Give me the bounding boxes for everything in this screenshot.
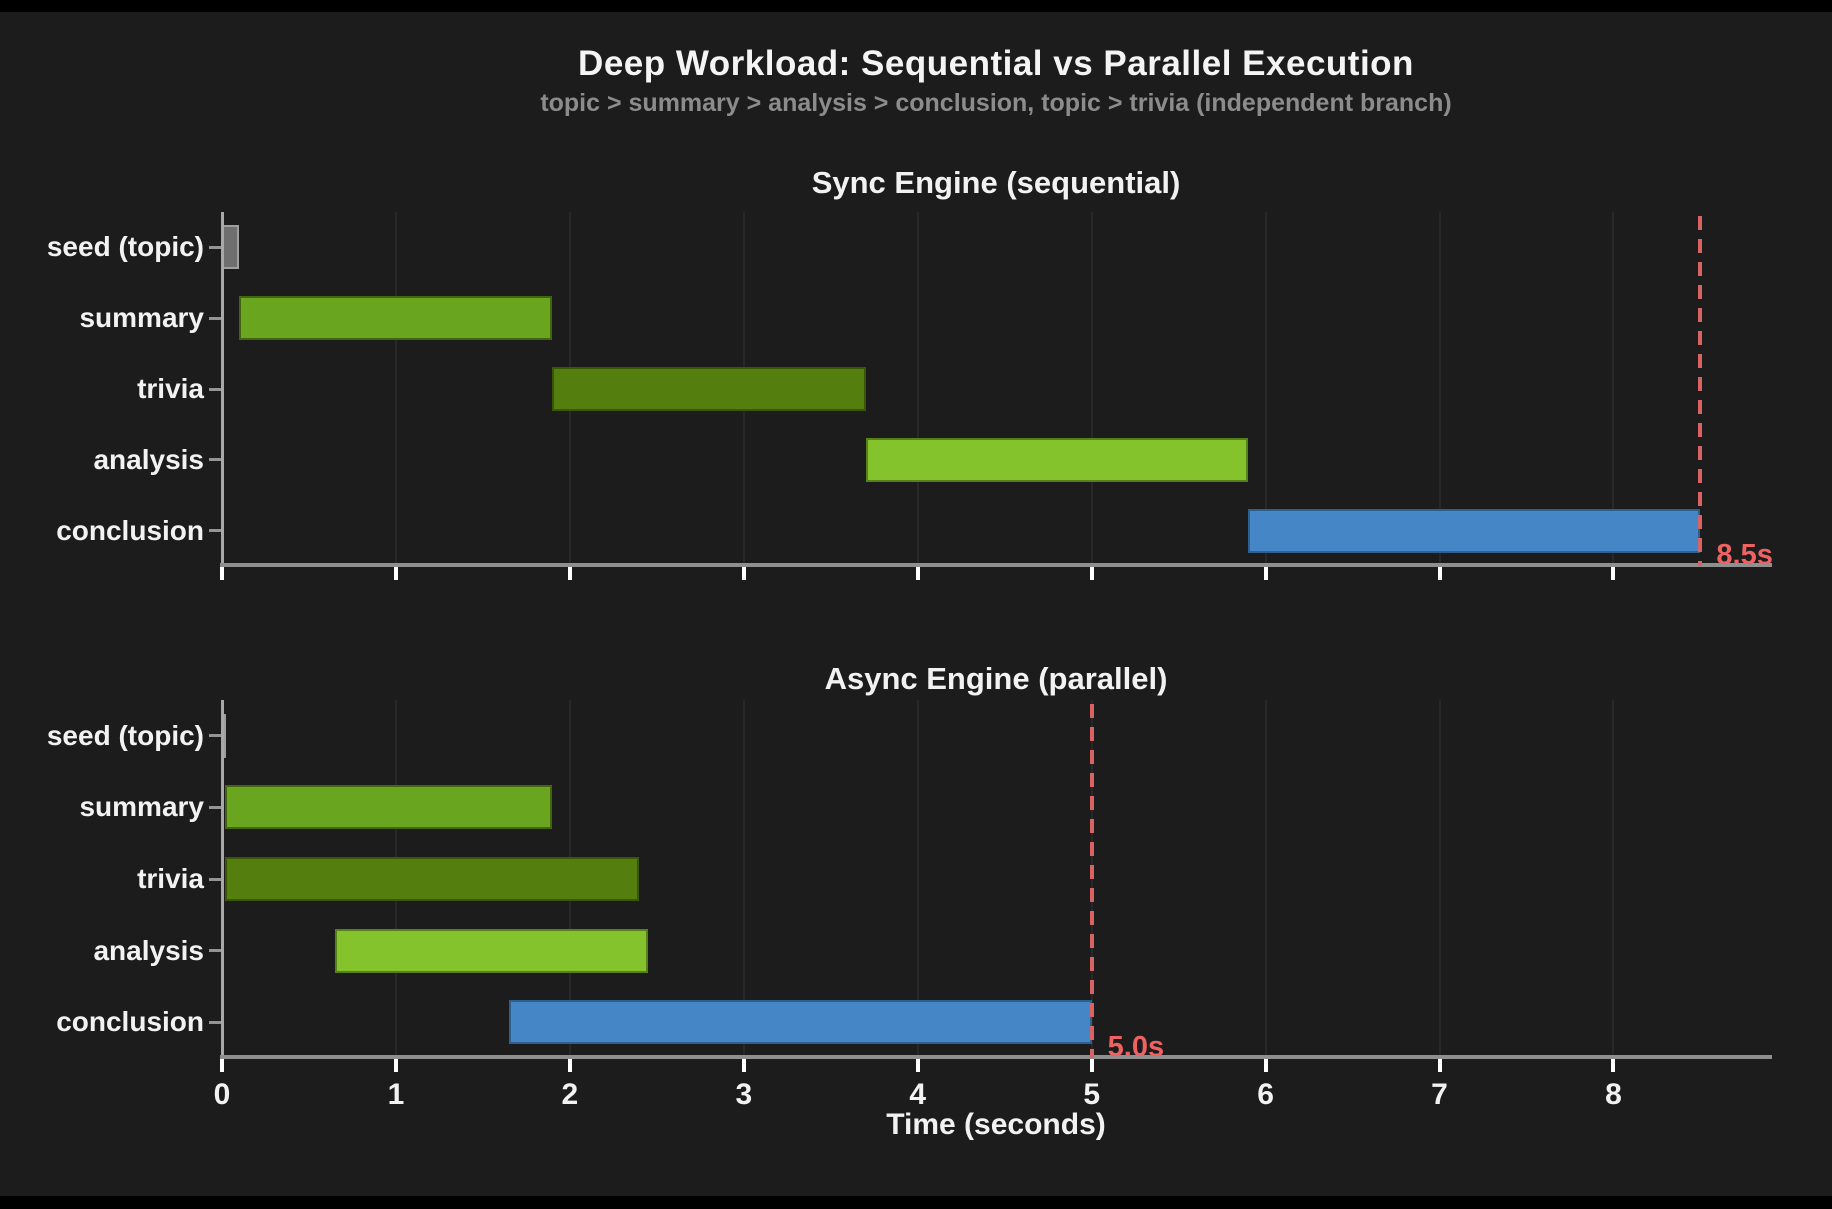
x-tick-4 bbox=[915, 567, 920, 580]
x-tick-3 bbox=[741, 1059, 746, 1072]
deadline-line bbox=[1089, 704, 1094, 1058]
y-tick bbox=[209, 877, 221, 881]
x-tick-label-8: 8 bbox=[1605, 1078, 1622, 1111]
gridline-3 bbox=[742, 700, 745, 1058]
y-tick bbox=[209, 458, 221, 462]
x-tick-8 bbox=[1611, 567, 1616, 580]
gridline-8 bbox=[1612, 700, 1615, 1058]
plot-area bbox=[222, 212, 1770, 566]
task-bar-analysis bbox=[865, 437, 1249, 482]
y-tick bbox=[209, 245, 221, 249]
x-tick-7 bbox=[1437, 1059, 1442, 1072]
x-tick-2 bbox=[567, 1059, 572, 1072]
gridline-4 bbox=[916, 212, 919, 566]
task-bar-seed-topic- bbox=[222, 225, 240, 270]
x-tick-label-5: 5 bbox=[1083, 1078, 1100, 1111]
sync-chart-title: Sync Engine (sequential) bbox=[811, 165, 1181, 200]
deadline-label: 5.0s bbox=[1107, 1031, 1165, 1063]
y-label-conclusion: conclusion bbox=[56, 1006, 204, 1038]
figure-title: Deep Workload: Sequential vs Parallel Ex… bbox=[578, 44, 1414, 83]
y-tick bbox=[209, 316, 221, 320]
x-tick-label-6: 6 bbox=[1257, 1078, 1274, 1111]
x-tick-label-4: 4 bbox=[909, 1078, 927, 1111]
task-bar-summary bbox=[239, 296, 553, 341]
task-bar-trivia bbox=[552, 367, 866, 411]
y-label-analysis: analysis bbox=[93, 443, 204, 475]
y-axis-spine bbox=[221, 212, 224, 566]
deadline-line bbox=[1698, 216, 1703, 566]
y-tick bbox=[209, 949, 221, 953]
gridline-1 bbox=[394, 212, 397, 566]
y-tick bbox=[209, 529, 221, 533]
x-tick-8 bbox=[1611, 1059, 1616, 1072]
y-label-summary: summary bbox=[79, 302, 204, 334]
x-tick-label-7: 7 bbox=[1431, 1078, 1448, 1111]
x-tick-0 bbox=[220, 1059, 224, 1072]
x-tick-label-3: 3 bbox=[735, 1078, 753, 1111]
x-tick-3 bbox=[741, 567, 746, 580]
y-label-conclusion: conclusion bbox=[56, 514, 204, 546]
x-tick-6 bbox=[1263, 567, 1268, 580]
gridline-4 bbox=[916, 700, 919, 1058]
y-tick bbox=[209, 387, 221, 391]
figure-subtitle: topic > summary > analysis > conclusion,… bbox=[540, 89, 1452, 117]
y-axis-spine bbox=[221, 700, 224, 1058]
gridline-6 bbox=[1264, 700, 1267, 1058]
gridline-7 bbox=[1438, 212, 1441, 566]
x-tick-1 bbox=[393, 567, 398, 580]
x-tick-1 bbox=[393, 1059, 398, 1072]
x-tick-label-0: 0 bbox=[213, 1078, 231, 1111]
x-tick-4 bbox=[915, 1059, 920, 1072]
x-axis-title: Time (seconds) bbox=[886, 1108, 1106, 1141]
x-axis-line bbox=[220, 1055, 1772, 1059]
x-tick-label-1: 1 bbox=[387, 1078, 405, 1111]
deadline-label: 8.5s bbox=[1716, 539, 1773, 571]
y-label-trivia: trivia bbox=[137, 373, 204, 404]
gridline-8 bbox=[1612, 212, 1615, 566]
x-tick-7 bbox=[1437, 567, 1442, 580]
y-label-seed-topic-: seed (topic) bbox=[46, 719, 204, 751]
task-bar-conclusion bbox=[1248, 508, 1701, 553]
x-tick-0 bbox=[220, 567, 224, 580]
y-tick bbox=[209, 805, 221, 809]
task-bar-summary bbox=[225, 785, 553, 830]
gridline-7 bbox=[1438, 700, 1441, 1058]
y-label-summary: summary bbox=[79, 791, 204, 823]
task-bar-analysis bbox=[335, 928, 649, 973]
async-chart-title: Async Engine (parallel) bbox=[824, 661, 1168, 696]
y-label-analysis: analysis bbox=[93, 934, 204, 966]
x-axis-line bbox=[220, 563, 1772, 567]
y-label-seed-topic-: seed (topic) bbox=[46, 231, 204, 263]
y-tick bbox=[209, 734, 221, 738]
x-tick-6 bbox=[1263, 1059, 1268, 1072]
task-bar-trivia bbox=[225, 857, 640, 901]
bottom-black-band bbox=[0, 1196, 1832, 1209]
x-tick-label-2: 2 bbox=[561, 1078, 579, 1111]
x-tick-5 bbox=[1089, 567, 1094, 580]
task-bar-conclusion bbox=[508, 1000, 1092, 1045]
y-label-trivia: trivia bbox=[137, 863, 204, 894]
top-black-band bbox=[0, 0, 1832, 12]
x-tick-5 bbox=[1089, 1059, 1094, 1072]
y-tick bbox=[209, 1020, 221, 1024]
x-tick-2 bbox=[567, 567, 572, 580]
gridline-6 bbox=[1264, 212, 1267, 566]
gridline-5 bbox=[1090, 212, 1093, 566]
